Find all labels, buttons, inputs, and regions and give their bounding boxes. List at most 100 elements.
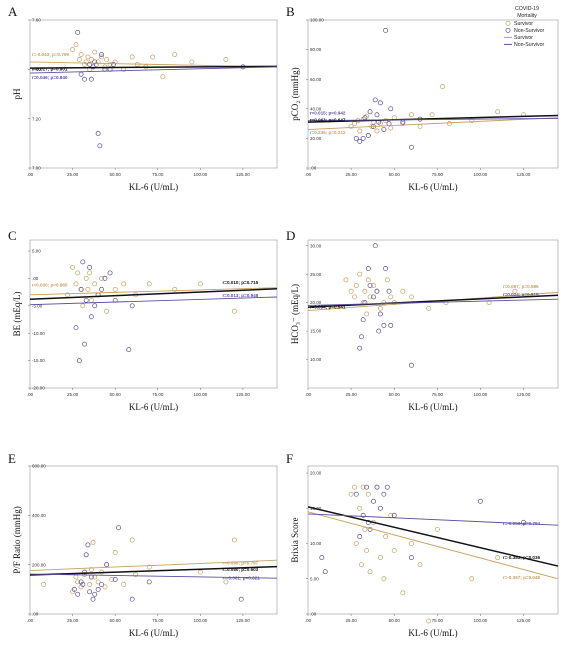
- total-fit-line: [307, 114, 559, 123]
- correlation-annotation: r=0.017; p=0.901: [32, 67, 68, 72]
- survivor-point: [95, 579, 101, 585]
- survivor-point: [129, 54, 135, 60]
- x-tick-label: 75.00: [432, 172, 444, 177]
- x-tick-label: 100.00: [474, 172, 488, 177]
- correlation-annotation: r=0.013; p=0.948: [222, 293, 258, 298]
- non-survivor-point: [90, 64, 96, 70]
- x-tick-label: 50.00: [389, 618, 401, 623]
- survivor-point: [377, 305, 383, 311]
- survivor-point: [365, 277, 371, 283]
- x-tick-label: 125.00: [236, 172, 250, 177]
- non-survivor-point: [367, 283, 373, 288]
- non-survivor-point: [111, 61, 116, 67]
- correlation-annotation: r=0.235; p=0.212: [310, 130, 346, 135]
- correlation-annotation: r=-0.061; p=0.621: [222, 575, 260, 580]
- y-tick-label: 100.00: [310, 18, 324, 23]
- survivor-point: [400, 121, 406, 127]
- survivor-point: [121, 281, 127, 287]
- survivor-point: [440, 84, 445, 90]
- non-survivor-point: [87, 264, 93, 270]
- non-survivor-point: [73, 325, 79, 331]
- x-tick-label: 25.00: [67, 172, 79, 177]
- y-tick-label: 20.00: [310, 136, 322, 141]
- non-survivor-point: [388, 106, 394, 112]
- non-survivor-point: [95, 586, 101, 592]
- non-survivor-point: [381, 491, 387, 497]
- x-tick-label: 25.00: [345, 172, 357, 177]
- survivor-point: [469, 576, 475, 582]
- survivor-point: [400, 288, 406, 294]
- survivor-point: [512, 288, 518, 294]
- legend-item-label: Survivor: [514, 21, 533, 27]
- non-survivor-point: [376, 328, 382, 334]
- x-tick-label: 50.00: [389, 392, 401, 397]
- x-tick-label: 100.00: [193, 172, 207, 177]
- correlation-annotation: r=0.080; p=0.603: [222, 567, 258, 572]
- y-axis-label: pH: [12, 88, 22, 100]
- non-survivor-point: [360, 317, 366, 323]
- survivor-point: [102, 584, 108, 590]
- x-tick-label: 100.00: [193, 618, 207, 623]
- y-tick-label: -15.00: [32, 358, 45, 363]
- y-tick-label: 20.00: [310, 300, 322, 305]
- panel-f: F .00 25.00 50.00 75.00 100.00 125.00 .00 5.00 10…: [286, 451, 559, 638]
- survivor-point: [426, 618, 432, 624]
- survivor-point: [107, 61, 113, 67]
- y-tick-label: 40.00: [310, 106, 322, 111]
- survivor-fit-line: [307, 117, 559, 130]
- survivor-point: [367, 569, 373, 575]
- legend-title: Mortality: [517, 13, 537, 19]
- survivor-point: [417, 124, 423, 130]
- non-survivor-point: [99, 52, 104, 57]
- survivor-point: [112, 549, 118, 555]
- y-axis-label: Brixia Score: [290, 517, 300, 562]
- legend-marker: [505, 20, 511, 26]
- survivor-point: [99, 275, 104, 281]
- survivor-point: [367, 294, 373, 300]
- non-survivor-point: [85, 542, 91, 548]
- y-tick-label: 400.00: [32, 513, 46, 518]
- y-tick-label: 15.00: [310, 329, 322, 334]
- non-survivor-point: [80, 259, 86, 265]
- x-axis-label: KL-6 (U/mL): [129, 402, 178, 412]
- survivor-point: [358, 562, 364, 568]
- non-survivor-point: [129, 303, 135, 309]
- non-survivor-point: [408, 362, 414, 368]
- plot-frame: [29, 465, 278, 615]
- survivor-point: [374, 128, 380, 134]
- x-tick-label: 50.00: [110, 172, 122, 177]
- survivor-point: [362, 288, 368, 294]
- correlation-annotation: r=0.024; p=0.915: [503, 292, 539, 297]
- y-tick-label: 200.00: [32, 562, 46, 567]
- y-tick-label: 80.00: [310, 47, 322, 52]
- survivor-point: [197, 281, 203, 287]
- non-survivor-point: [78, 71, 84, 77]
- total-fit-line: [29, 65, 278, 69]
- legend-title: COVID-19: [515, 6, 539, 12]
- non-survivor-point: [360, 135, 366, 141]
- x-tick-label: 75.00: [432, 618, 444, 623]
- survivor-point: [352, 121, 358, 127]
- survivor-point: [371, 283, 376, 288]
- survivor-point: [104, 308, 110, 314]
- panel-label: B: [286, 4, 295, 19]
- panel-label: C: [8, 228, 17, 243]
- non-survivor-point: [76, 358, 82, 364]
- survivor-point: [352, 484, 358, 490]
- x-tick-label: 125.00: [236, 392, 250, 397]
- y-tick-label: 10.00: [310, 357, 322, 362]
- y-tick-label: .00: [310, 612, 317, 617]
- non-survivor-point: [353, 491, 359, 497]
- non-survivor-point: [78, 286, 84, 292]
- x-tick-label: 100.00: [193, 392, 207, 397]
- non-survivor-point: [78, 579, 84, 585]
- y-tick-label: .00: [32, 276, 39, 281]
- panel-label: A: [8, 4, 18, 19]
- survivor-point: [197, 569, 203, 575]
- x-tick-label: 125.00: [517, 172, 531, 177]
- survivor-point: [90, 540, 96, 545]
- survivor-point: [73, 281, 79, 287]
- non-survivor-point: [364, 484, 370, 490]
- survivor-point: [92, 49, 98, 55]
